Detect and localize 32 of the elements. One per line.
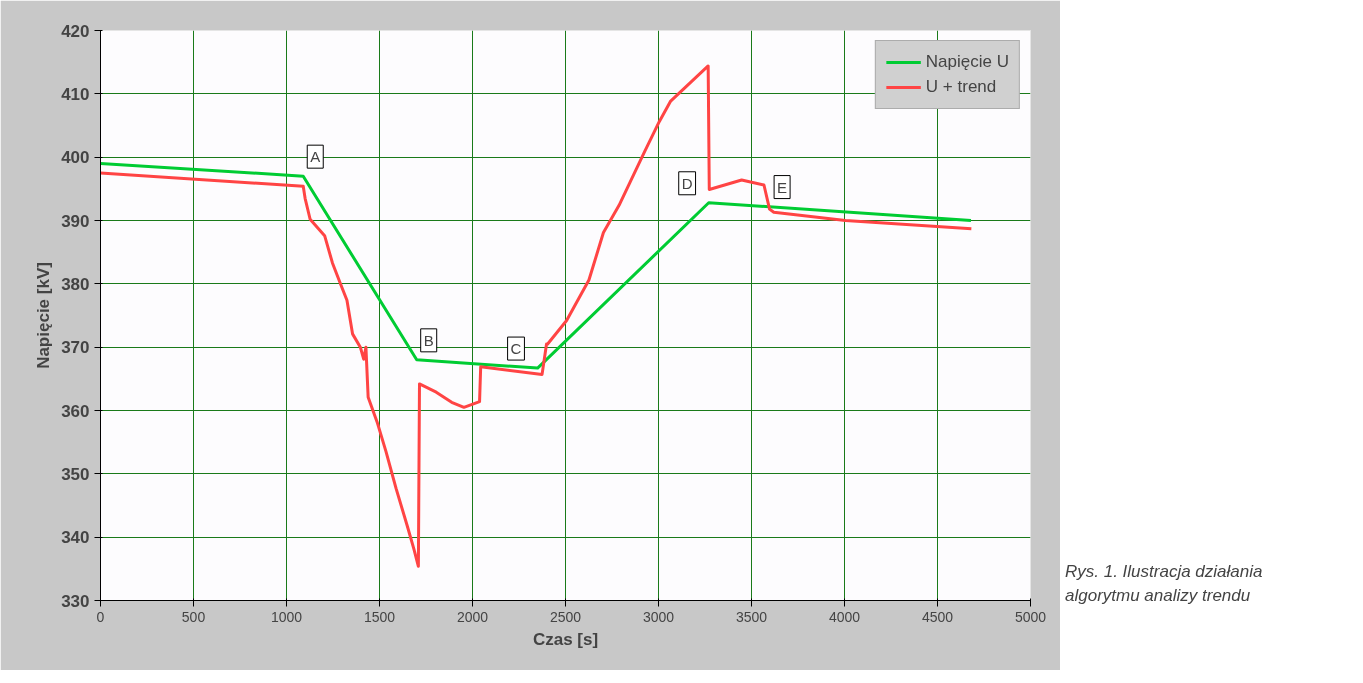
y-tick-label: 350 (61, 464, 90, 484)
y-tick-label: 390 (61, 211, 90, 231)
annotation: E (777, 178, 788, 196)
annotation: D (681, 174, 693, 192)
x-tick-label: 3500 (735, 608, 768, 625)
legend-label: Napięcie U (925, 52, 1009, 72)
x-tick-label: 500 (181, 608, 206, 625)
y-tick-label: 360 (61, 401, 90, 421)
x-axis-title: Czas [s] (532, 629, 599, 649)
y-tick-label: 340 (61, 528, 90, 548)
annotation: A (310, 148, 321, 166)
x-tick-label: 4500 (921, 608, 954, 625)
x-tick-label: 0 (96, 608, 105, 625)
line-series (100, 162, 973, 370)
legend-label: U + trend (925, 77, 997, 97)
x-tick-label: 5000 (1014, 608, 1047, 625)
y-tick-label: 380 (61, 274, 90, 294)
x-tick-label: 3000 (642, 608, 675, 625)
y-tick-label: 410 (61, 84, 90, 104)
annotation: B (423, 331, 434, 349)
x-tick-label: 4000 (828, 608, 861, 625)
y-tick-label: 420 (61, 21, 90, 41)
y-tick-label: 400 (61, 148, 90, 168)
x-tick-label: 1500 (363, 608, 396, 625)
annotation: C (510, 340, 522, 358)
y-tick-label: 370 (61, 338, 90, 358)
x-tick-label: 2000 (456, 608, 489, 625)
x-tick-label: 1000 (270, 608, 303, 625)
y-tick-label: 330 (61, 591, 90, 611)
text: Rys. 1. Ilustracja działania algorytmu analizy trendu (1065, 561, 1264, 608)
y-axis-title: Napięcie [kV] (34, 262, 54, 369)
x-tick-label: 2500 (549, 608, 582, 625)
